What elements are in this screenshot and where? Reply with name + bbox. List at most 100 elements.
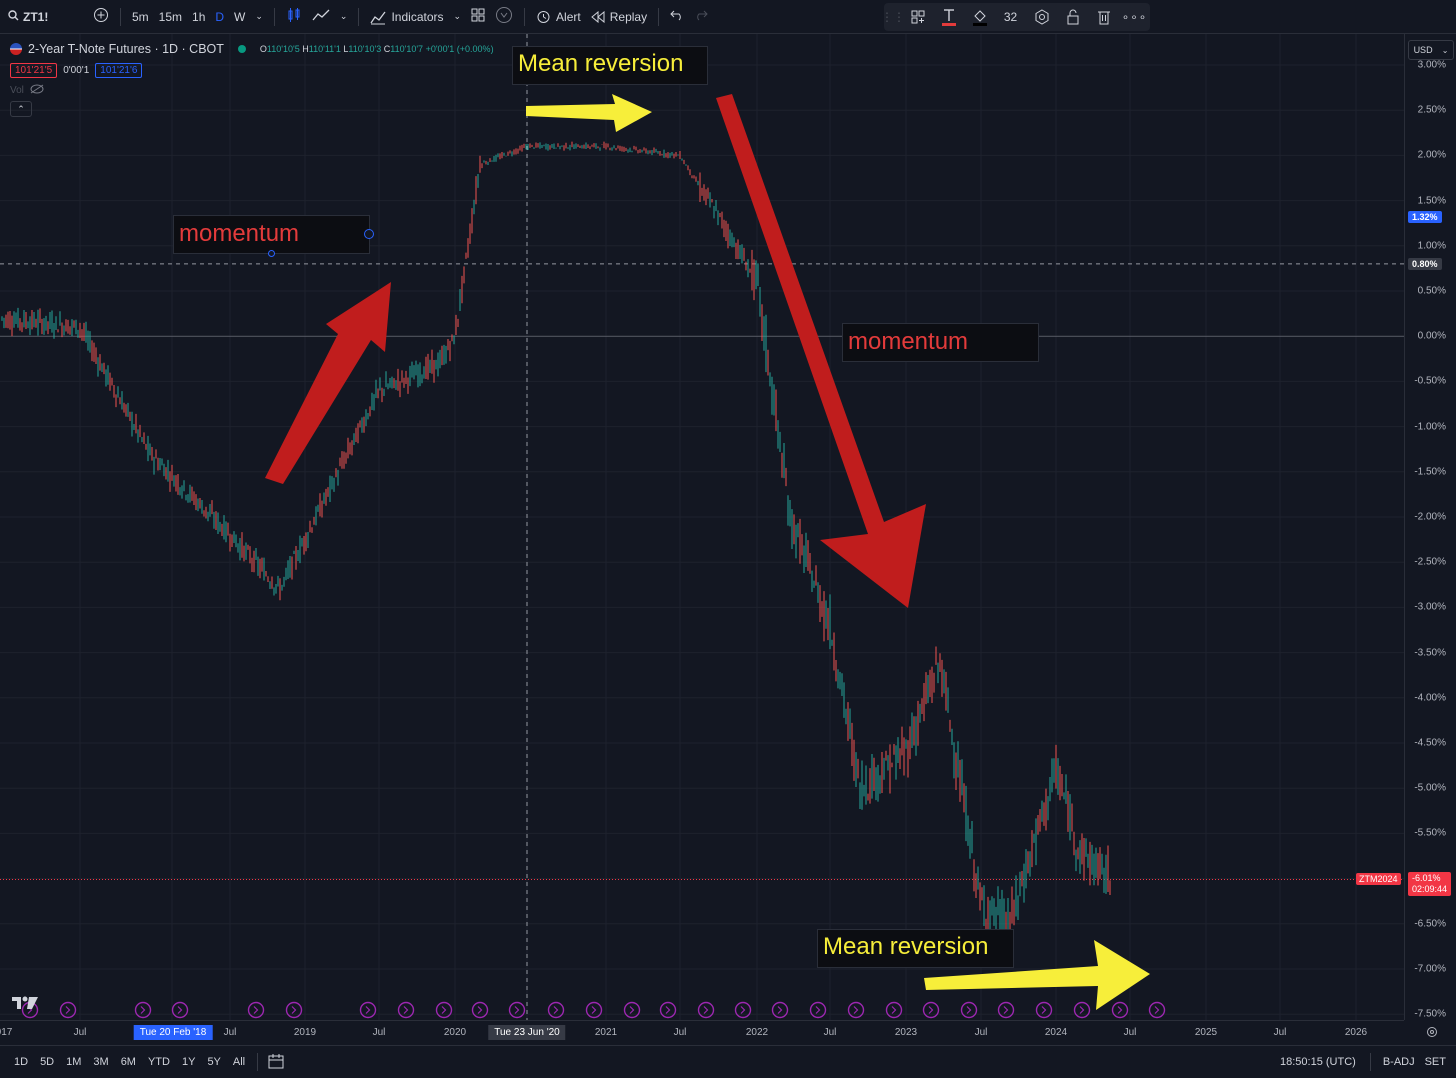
volume-label[interactable]: Vol	[10, 85, 24, 96]
rewind-icon	[590, 10, 605, 23]
time-axis[interactable]: 017 Jul Tue 20 Feb '18 Jul 2019 Jul 2020 Tue 23…	[0, 1020, 1404, 1045]
event-marker-chevron	[703, 1006, 709, 1014]
range-button-ytd[interactable]: YTD	[147, 1056, 170, 1068]
event-marker-icon	[809, 1001, 827, 1019]
settings-icon[interactable]	[1426, 1025, 1438, 1043]
templates-icon[interactable]	[490, 6, 518, 27]
event-marker-icon	[734, 1001, 752, 1019]
interval-1h[interactable]: 1h	[192, 9, 206, 24]
event-marker-chevron	[1041, 1006, 1047, 1014]
collapse-legend-button[interactable]: ⌃	[10, 101, 32, 117]
session-toggle[interactable]: SET	[1424, 1056, 1446, 1068]
object-tree-icon[interactable]	[902, 3, 933, 31]
event-marker-icon	[847, 1001, 865, 1019]
interval-15m[interactable]: 15m	[158, 9, 183, 24]
indicators-button[interactable]: Indicators	[365, 9, 448, 25]
time-tick-label: 2025	[1194, 1027, 1218, 1038]
go-to-date-icon[interactable]	[268, 1053, 284, 1072]
arrow-right-yellow-top	[526, 94, 652, 132]
event-marker-icon	[359, 1001, 377, 1019]
event-marker-icon	[885, 1001, 903, 1019]
time-tick-label: Jul	[223, 1027, 237, 1038]
time-tick-label: 2022	[745, 1027, 769, 1038]
range-button-all[interactable]: All	[232, 1056, 246, 1068]
event-marker-chevron	[365, 1006, 371, 1014]
fill-color-icon[interactable]	[964, 3, 995, 31]
alert-button[interactable]: Alert	[531, 9, 586, 24]
currency-selector[interactable]: USD ⌄	[1408, 40, 1454, 60]
interval-d[interactable]: D	[215, 9, 225, 24]
event-marker-chevron	[740, 1006, 746, 1014]
event-marker-chevron	[928, 1006, 934, 1014]
annotation-mean-reversion-bottom[interactable]: Mean reversion	[817, 929, 1014, 968]
resize-handle-icon[interactable]	[364, 229, 374, 239]
layouts-icon[interactable]	[466, 8, 490, 25]
time-tick-label: 2026	[1344, 1027, 1368, 1038]
chevron-down-icon[interactable]: ⌄	[255, 11, 263, 21]
range-button-1m[interactable]: 1M	[66, 1056, 82, 1068]
range-button-1d[interactable]: 1D	[14, 1056, 29, 1068]
event-marker-icon	[697, 1001, 715, 1019]
annotation-momentum-left[interactable]: momentum	[173, 215, 374, 257]
event-marker-icon	[247, 1001, 265, 1019]
current-price-value: -6.01%	[1412, 872, 1441, 883]
symbol-search[interactable]: ZT1!	[8, 10, 48, 24]
event-marker-chevron	[514, 1006, 520, 1014]
sell-button[interactable]: 101'21'5	[10, 63, 58, 78]
settings-icon[interactable]	[1026, 3, 1057, 31]
price-axis[interactable]: USD ⌄ 3.00% 2.50% 2.00% 1.50% 1.00% 0.50% 0.00…	[1404, 34, 1456, 1020]
event-marker-chevron	[441, 1006, 447, 1014]
candles-icon[interactable]	[281, 7, 307, 26]
more-icon[interactable]: ∘∘∘	[1121, 10, 1148, 24]
low-label: L	[343, 44, 349, 54]
eye-hidden-icon[interactable]	[30, 84, 44, 97]
undo-icon[interactable]	[665, 9, 689, 24]
event-marker-icon	[997, 1001, 1015, 1019]
annotation-text: momentum	[179, 220, 300, 247]
symbol-title[interactable]: 2-Year T-Note Futures · 1D · CBOT	[28, 42, 224, 56]
annotation-momentum-right[interactable]: momentum	[842, 323, 1039, 362]
interval-5m[interactable]: 5m	[132, 9, 149, 24]
price-tick-label: 1.00%	[1417, 240, 1446, 252]
range-button-5y[interactable]: 5Y	[207, 1056, 221, 1068]
resize-handle-icon[interactable]	[268, 250, 275, 257]
tradingview-logo[interactable]	[11, 995, 39, 1016]
price-tick-label: 2.50%	[1417, 104, 1446, 116]
price-tick-label: -2.50%	[1414, 556, 1446, 568]
chevron-down-icon[interactable]: ⌄	[453, 11, 462, 21]
clock-display[interactable]: 18:50:15 (UTC)	[1280, 1056, 1356, 1068]
drag-handle-icon[interactable]: ⋮⋮	[881, 10, 905, 24]
price-tick-label: -1.50%	[1414, 466, 1446, 478]
event-marker-chevron	[553, 1006, 559, 1014]
text-color-icon[interactable]	[933, 3, 964, 31]
range-button-3m[interactable]: 3M	[93, 1056, 109, 1068]
indicators-icon	[370, 11, 386, 24]
font-size-value[interactable]: 32	[1003, 10, 1018, 24]
event-marker-chevron	[177, 1006, 183, 1014]
high-label: H	[302, 44, 309, 54]
event-marker-icon	[435, 1001, 453, 1019]
buy-button[interactable]: 101'21'6	[95, 63, 143, 78]
replay-button[interactable]: Replay	[586, 10, 652, 24]
redo-icon[interactable]	[689, 9, 713, 24]
adjustment-toggle[interactable]: B-ADJ	[1382, 1056, 1415, 1068]
range-button-1y[interactable]: 1Y	[181, 1056, 196, 1068]
interval-w[interactable]: W	[234, 9, 246, 24]
trash-icon[interactable]	[1088, 3, 1119, 31]
range-button-6m[interactable]: 6M	[120, 1056, 136, 1068]
chevron-down-icon[interactable]: ⌄	[339, 11, 348, 21]
price-chart[interactable]	[0, 34, 1404, 1020]
price-tick-label: -0.50%	[1414, 375, 1446, 387]
alert-label: Alert	[556, 9, 581, 24]
lock-icon[interactable]	[1057, 3, 1088, 31]
price-tick-label: -6.50%	[1414, 918, 1446, 930]
add-symbol-icon[interactable]	[88, 7, 114, 26]
range-button-5d[interactable]: 5D	[40, 1056, 55, 1068]
bar-countdown: 02:09:44	[1412, 883, 1448, 894]
price-tick-label: -7.50%	[1414, 1008, 1446, 1020]
price-tick-label: -4.00%	[1414, 692, 1446, 704]
chart-type-icon[interactable]	[307, 8, 335, 25]
annotation-mean-reversion-top[interactable]: Mean reversion	[512, 46, 708, 85]
event-marker-icon	[547, 1001, 565, 1019]
event-marker-icon	[1111, 1001, 1129, 1019]
